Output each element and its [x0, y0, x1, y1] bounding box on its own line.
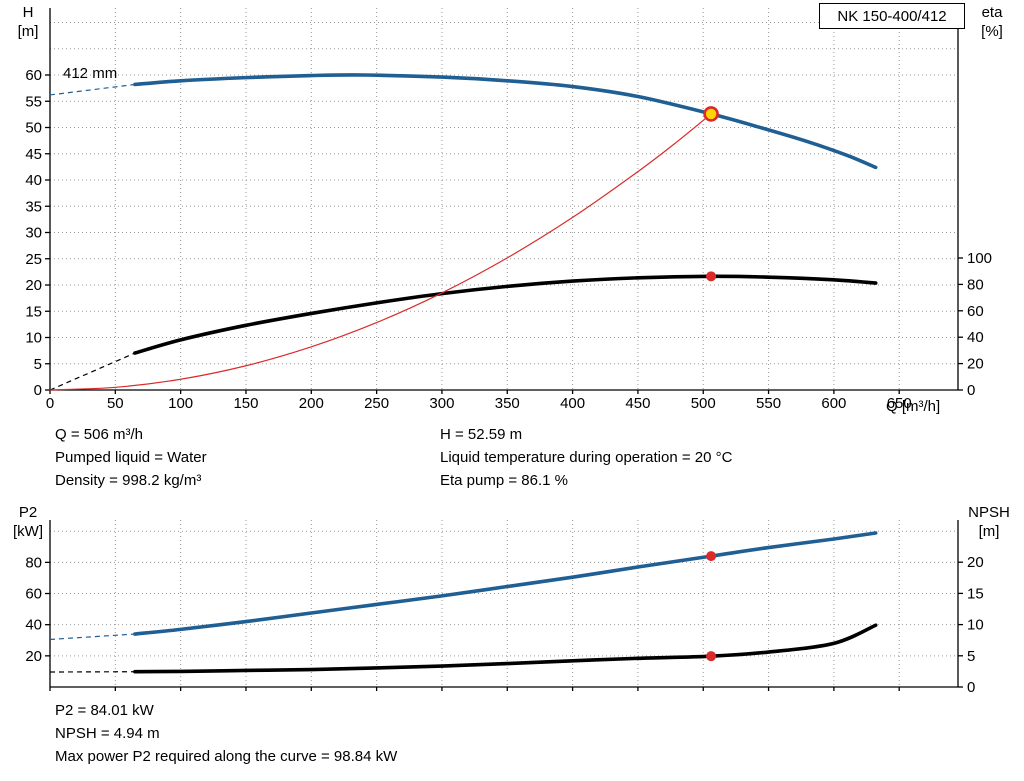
svg-text:15: 15: [25, 303, 42, 320]
curve-p2-power: [49, 531, 878, 641]
npsh-axis-symbol: NPSH: [968, 504, 1010, 521]
svg-text:550: 550: [756, 395, 781, 412]
max-power-note: Max power P2 required along the curve = …: [55, 748, 398, 765]
impeller-size-label: 412 mm: [63, 65, 118, 82]
svg-text:15: 15: [967, 585, 984, 602]
duty-point-npsh: [706, 651, 717, 662]
svg-text:10: 10: [25, 330, 42, 347]
svg-text:200: 200: [299, 395, 324, 412]
svg-text:20: 20: [25, 648, 42, 665]
duty-point-qh: [703, 106, 719, 122]
duty-point-eta: [706, 271, 717, 282]
svg-text:25: 25: [25, 251, 42, 268]
svg-text:300: 300: [429, 395, 454, 412]
curve-head-412mm: [49, 73, 878, 170]
npsh-axis-title: NPSH [m]: [960, 503, 1018, 541]
npsh-value: NPSH = 4.94 m: [55, 725, 160, 742]
density: Density = 998.2 kg/m³: [55, 472, 202, 489]
eta-axis-symbol: eta: [981, 4, 1003, 21]
svg-text:450: 450: [625, 395, 650, 412]
svg-text:40: 40: [25, 617, 42, 634]
npsh-axis-unit: [m]: [978, 523, 1000, 540]
svg-text:600: 600: [821, 395, 846, 412]
p2-value: P2 = 84.01 kW: [55, 702, 154, 719]
svg-text:100: 100: [967, 250, 992, 267]
svg-text:50: 50: [107, 395, 124, 412]
h-axis-symbol: H: [22, 4, 34, 21]
svg-text:50: 50: [25, 120, 42, 137]
svg-text:0: 0: [46, 395, 54, 412]
curve-efficiency: [49, 274, 878, 391]
p2-axis-unit: [kW]: [13, 523, 43, 540]
svg-text:40: 40: [25, 172, 42, 189]
pump-model-box: NK 150-400/412: [819, 3, 965, 29]
h-axis-unit: [m]: [17, 23, 39, 40]
svg-text:0: 0: [967, 382, 975, 399]
svg-text:45: 45: [25, 146, 42, 163]
svg-text:40: 40: [967, 329, 984, 346]
svg-text:0: 0: [34, 382, 42, 399]
svg-text:20: 20: [967, 356, 984, 373]
p2-npsh-chart: 20 40 60 80 0 5 10 15 20: [25, 520, 984, 696]
h-axis-title: H [m]: [6, 3, 50, 41]
svg-text:60: 60: [25, 586, 42, 603]
q-axis-title: Q [m³/h]: [886, 398, 941, 415]
duty-point-p2: [706, 551, 717, 562]
svg-text:80: 80: [967, 276, 984, 293]
qh-eta-chart: 0 50 100 150 200 250 300 350 400 450 500 550 600 6500…: [25, 8, 992, 412]
svg-text:5: 5: [34, 356, 42, 373]
svg-text:5: 5: [967, 648, 975, 665]
svg-text:60: 60: [25, 67, 42, 84]
operating-info-right: H = 52.59 m Liquid temperature during op…: [440, 423, 732, 492]
svg-text:55: 55: [25, 93, 42, 110]
liquid-temperature: Liquid temperature during operation = 20…: [440, 449, 733, 466]
svg-text:60: 60: [967, 303, 984, 320]
operating-info-left: Q = 506 m³/h Pumped liquid = Water Densi…: [55, 423, 207, 492]
svg-text:400: 400: [560, 395, 585, 412]
svg-text:500: 500: [691, 395, 716, 412]
svg-text:10: 10: [967, 617, 984, 634]
operating-point-q: Q = 506 m³/h: [55, 426, 143, 443]
svg-text:30: 30: [25, 225, 42, 242]
svg-text:650: 650: [887, 395, 912, 412]
svg-text:80: 80: [25, 554, 42, 571]
svg-text:0: 0: [967, 679, 975, 696]
eta-axis-unit: [%]: [981, 23, 1003, 40]
p2-axis-symbol: P2: [18, 504, 38, 521]
curve-npsh: [49, 623, 878, 674]
svg-text:20: 20: [25, 277, 42, 294]
curve-system-curve: [49, 113, 712, 391]
svg-text:150: 150: [233, 395, 258, 412]
svg-text:35: 35: [25, 198, 42, 215]
head-value: H = 52.59 m: [440, 426, 523, 443]
svg-text:20: 20: [967, 554, 984, 571]
svg-text:250: 250: [364, 395, 389, 412]
svg-text:100: 100: [168, 395, 193, 412]
power-info: P2 = 84.01 kW NPSH = 4.94 m Max power P2…: [55, 699, 397, 768]
p2-axis-title: P2 [kW]: [4, 503, 52, 541]
pumped-liquid: Pumped liquid = Water: [55, 449, 207, 466]
svg-text:350: 350: [495, 395, 520, 412]
eta-pump-value: Eta pump = 86.1 %: [440, 472, 568, 489]
eta-axis-title: eta [%]: [968, 3, 1016, 41]
